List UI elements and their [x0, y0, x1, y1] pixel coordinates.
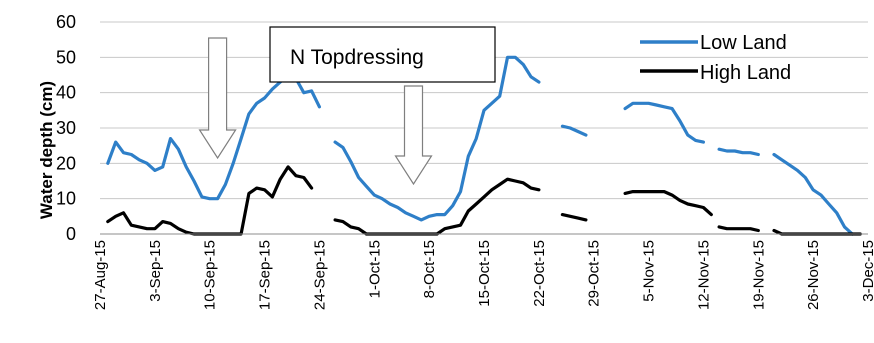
- y-tick-30: 30: [56, 118, 76, 138]
- x-tick-3: 17-Sep-15: [257, 240, 274, 310]
- series-1-segment-4: [717, 225, 760, 233]
- legend-label-low-land: Low Land: [700, 32, 787, 54]
- annotation-text: N Topdressing: [290, 46, 424, 69]
- annotation-arrows: [198, 37, 433, 186]
- topdressing-annotation: N Topdressing: [198, 26, 496, 186]
- x-tick-4: 24-Sep-15: [311, 240, 328, 310]
- series-0-segment-1: [333, 55, 541, 222]
- legend: Low Land High Land: [640, 32, 791, 84]
- series-0-segment-2: [560, 124, 588, 137]
- x-tick-8: 22-Oct-15: [531, 240, 548, 307]
- x-tick-0: 27-Aug-15: [92, 240, 109, 310]
- topdressing-arrow-1: [394, 85, 433, 186]
- y-tick-60: 60: [56, 12, 76, 32]
- topdressing-arrow-0: [198, 37, 237, 160]
- y-tick-0: 0: [66, 224, 76, 244]
- x-tick-11: 12-Nov-15: [695, 240, 712, 310]
- x-tick-7: 15-Oct-15: [476, 240, 493, 307]
- x-tick-12: 19-Nov-15: [750, 240, 767, 310]
- series-1-segment-0: [106, 165, 314, 236]
- annotation-box: [269, 26, 496, 83]
- y-tick-20: 20: [56, 153, 76, 173]
- legend-label-high-land: High Land: [700, 62, 791, 84]
- x-tick-13: 26-Nov-15: [805, 240, 822, 310]
- y-tick-50: 50: [56, 47, 76, 67]
- x-tick-10: 5-Nov-15: [641, 240, 658, 302]
- y-axis-title: Water depth (cm): [37, 81, 56, 219]
- series-0-segment-5: [772, 152, 854, 236]
- x-tick-labels: 27-Aug-15 3-Sep-15 10-Sep-15 17-Sep-15 24-Se…: [92, 240, 874, 310]
- series-1: [106, 165, 862, 236]
- x-tick-5: 1-Oct-15: [366, 240, 383, 298]
- x-tick-9: 29-Oct-15: [586, 240, 603, 307]
- x-tick-6: 8-Oct-15: [421, 240, 438, 298]
- y-tick-10: 10: [56, 189, 76, 209]
- series-0-segment-3: [623, 101, 706, 144]
- series-1-segment-2: [560, 213, 588, 222]
- series-0-segment-4: [717, 147, 760, 157]
- y-tick-labels: 0 10 20 30 40 50 60: [56, 12, 76, 244]
- y-tick-40: 40: [56, 83, 76, 103]
- x-tick-2: 10-Sep-15: [202, 240, 219, 310]
- series-1-segment-3: [623, 190, 713, 217]
- x-tick-14: 3-Dec-15: [860, 240, 874, 302]
- x-tick-1: 3-Sep-15: [147, 240, 164, 302]
